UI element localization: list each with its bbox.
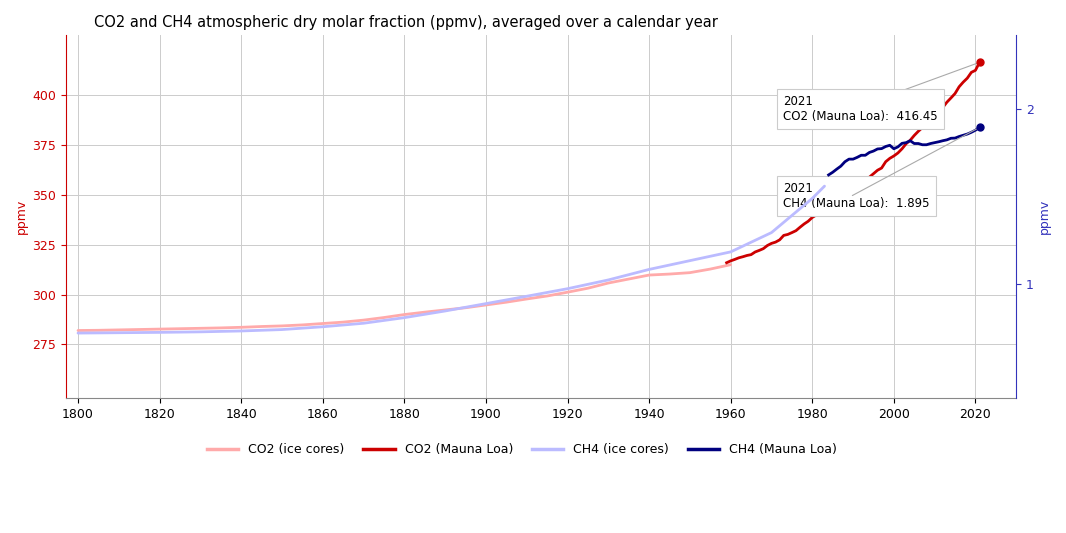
Text: CO2 and CH4 atmospheric dry molar fraction (ppmv), averaged over a calendar year: CO2 and CH4 atmospheric dry molar fracti… [94, 15, 718, 30]
Legend: CO2 (ice cores), CO2 (Mauna Loa), CH4 (ice cores), CH4 (Mauna Loa): CO2 (ice cores), CO2 (Mauna Loa), CH4 (i… [203, 438, 842, 461]
Y-axis label: ppmv: ppmv [15, 199, 28, 235]
Text: 2021
CO2 (Mauna Loa):  416.45: 2021 CO2 (Mauna Loa): 416.45 [784, 95, 938, 123]
Text: 2021
CH4 (Mauna Loa):  1.895: 2021 CH4 (Mauna Loa): 1.895 [784, 182, 930, 211]
Y-axis label: ppmv: ppmv [1038, 199, 1051, 235]
